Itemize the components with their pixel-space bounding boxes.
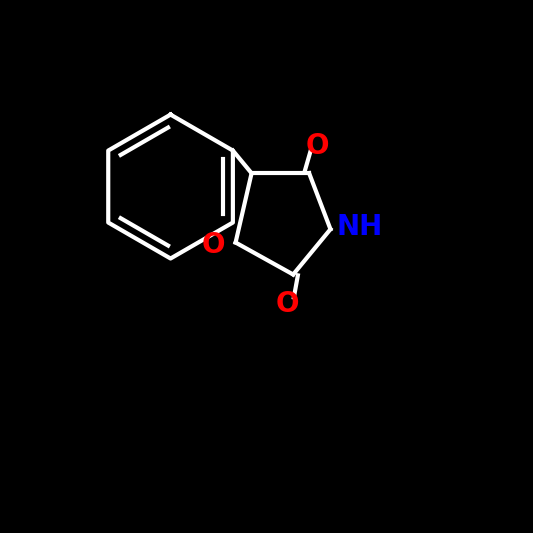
Text: O: O xyxy=(276,290,300,318)
Text: NH: NH xyxy=(337,213,383,240)
Text: O: O xyxy=(201,231,225,259)
Text: O: O xyxy=(305,132,329,159)
